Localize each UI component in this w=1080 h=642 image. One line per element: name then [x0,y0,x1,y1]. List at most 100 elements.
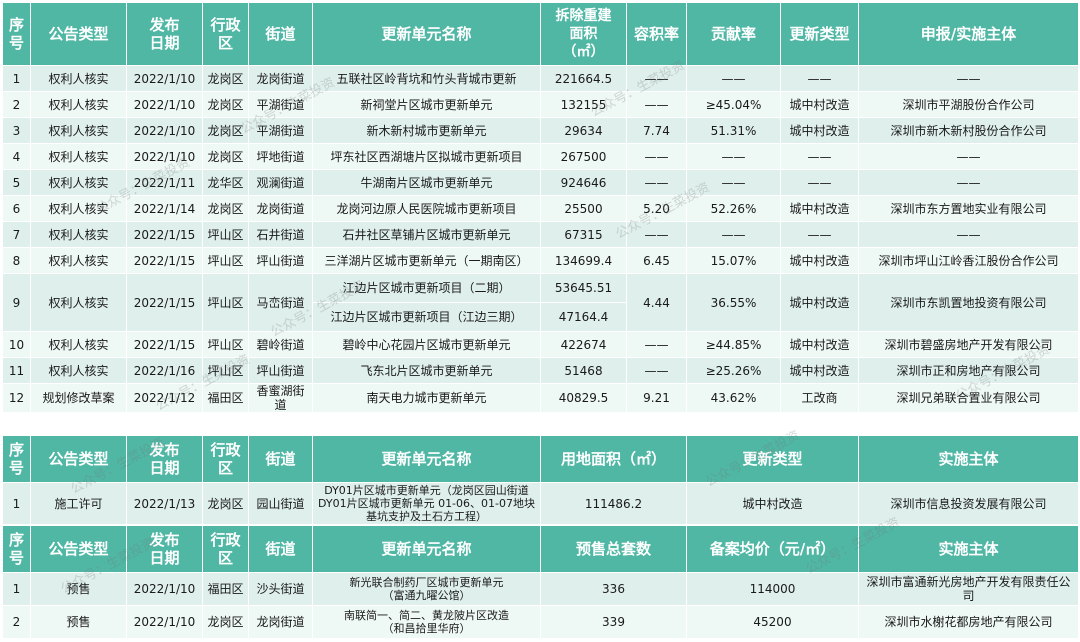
cell-entity: 深圳市碧盛房地产开发有限公司 [858,331,1079,358]
cell-update-type: 城中村改造 [780,247,859,274]
cell-no: 1 [2,572,31,606]
cell-name: 新光联合制药厂区城市更新单元 （富通九曜公馆） [312,572,541,606]
header-far: 容积率 [626,2,687,66]
cell-type: 权利人核实 [30,221,127,248]
cell-entity: 深圳市水榭花都房地产有限公司 [858,605,1079,639]
table-row: 1 权利人核实 2022/1/10 龙岗区 龙岗街道 五联社区岭背坑和竹头背城市… [2,65,1079,92]
cell-area: 924646 [540,169,627,196]
cell-area: 111486.2 [540,482,687,525]
cell-date: 2022/1/10 [126,117,203,144]
cell-far: —— [626,91,687,118]
table-row: 10 权利人核实 2022/1/15 坪山区 碧岭街道 碧岭中心花园片区城市更新… [2,331,1079,358]
cell-district: 龙岗区 [202,117,249,144]
cell-street: 马峦街道 [248,273,313,332]
cell-area: 422674 [540,331,627,358]
cell-area: 40829.5 [540,383,627,413]
cell-area: 267500 [540,143,627,170]
cell-far: 4.44 [626,273,687,332]
cell-type: 权利人核实 [30,143,127,170]
cell-district: 坪山区 [202,221,249,248]
cell-street: 观澜街道 [248,169,313,196]
cell-far: 7.74 [626,117,687,144]
cell-area: 53645.51 [540,273,627,303]
cell-update-type: 城中村改造 [780,357,859,384]
header-street: 街道 [248,525,313,573]
cell-type: 权利人核实 [30,331,127,358]
header-type: 公告类型 [30,525,127,573]
cell-entity: 深圳市东方置地实业有限公司 [858,195,1079,222]
cell-date: 2022/1/13 [126,482,203,525]
table-row: 7 权利人核实 2022/1/15 坪山区 石井街道 石井社区草铺片区城市更新单… [2,221,1079,248]
cell-street: 园山街道 [248,482,313,525]
cell-district: 龙华区 [202,169,249,196]
cell-area: 134699.4 [540,247,627,274]
cell-no: 2 [2,91,31,118]
header-date: 发布 日期 [126,435,203,483]
table-row: 6 权利人核实 2022/1/14 龙岗区 龙岗街道 龙岗河边原人民医院城市更新… [2,195,1079,222]
header-entity: 实施主体 [858,435,1079,483]
cell-contrib: —— [686,65,781,92]
cell-name: 五联社区岭背坑和竹头背城市更新 [312,65,541,92]
cell-street: 坪山街道 [248,247,313,274]
cell-street: 香蜜湖街道 [248,383,313,413]
cell-entity: 深圳市坪山江岭香江股份合作公司 [858,247,1079,274]
cell-name: DY01片区城市更新单元（龙岗区园山街道DY01片区城市更新单元 01-06、0… [312,482,541,525]
header-unit-name: 更新单元名称 [312,435,541,483]
cell-type: 预售 [30,572,127,606]
cell-type: 预售 [30,605,127,639]
cell-no: 11 [2,357,31,384]
cell-no: 10 [2,331,31,358]
cell-area: 67315 [540,221,627,248]
cell-contrib: 52.26% [686,195,781,222]
header-type: 公告类型 [30,435,127,483]
cell-entity: 深圳市新木新村股份合作公司 [858,117,1079,144]
cell-units: 336 [540,572,687,606]
header-district: 行政 区 [202,2,249,66]
cell-area: 47164.4 [540,302,627,332]
cell-district: 福田区 [202,572,249,606]
cell-price: 114000 [686,572,859,606]
table-renewal-verification: 序 号 公告类型 发布 日期 行政 区 街道 更新单元名称 拆除重建 面积 （㎡… [2,2,1079,413]
cell-street: 石井街道 [248,221,313,248]
cell-price: 45200 [686,605,859,639]
table-row: 1 施工许可 2022/1/13 龙岗区 园山街道 DY01片区城市更新单元（龙… [2,482,1079,525]
header-district: 行政 区 [202,435,249,483]
cell-date: 2022/1/15 [126,247,203,274]
table-row: 8 权利人核实 2022/1/15 坪山区 坪山街道 三洋湖片区城市更新单元（一… [2,247,1079,274]
cell-update-type: 工改商 [780,383,859,413]
cell-street: 平湖街道 [248,117,313,144]
cell-street: 龙岗街道 [248,195,313,222]
cell-far: —— [626,221,687,248]
cell-district: 龙岗区 [202,195,249,222]
cell-entity: —— [858,65,1079,92]
cell-type: 权利人核实 [30,195,127,222]
cell-name: 江边片区城市更新项目（江边三期） [312,302,541,332]
cell-type: 权利人核实 [30,91,127,118]
header-area: 拆除重建 面积 （㎡） [540,2,627,66]
cell-name: 牛湖南片区城市更新单元 [312,169,541,196]
cell-date: 2022/1/10 [126,65,203,92]
cell-contrib: ≥44.85% [686,331,781,358]
cell-update-type: —— [780,221,859,248]
cell-street: 坪地街道 [248,143,313,170]
header-price: 备案均价（元/㎡） [686,525,859,573]
cell-type: 权利人核实 [30,65,127,92]
cell-type: 权利人核实 [30,273,127,332]
cell-street: 坪山街道 [248,357,313,384]
header-date: 发布 日期 [126,525,203,573]
cell-district: 坪山区 [202,357,249,384]
cell-street: 龙岗街道 [248,605,313,639]
header-no: 序 号 [2,435,31,483]
cell-name: 坪东社区西湖塘片区拟城市更新项目 [312,143,541,170]
cell-name: 碧岭中心花园片区城市更新单元 [312,331,541,358]
cell-type: 权利人核实 [30,169,127,196]
cell-area: 29634 [540,117,627,144]
header-street: 街道 [248,2,313,66]
cell-contrib: 36.55% [686,273,781,332]
table-row: 9 权利人核实 2022/1/15 坪山区 马峦街道 江边片区城市更新项目（二期… [2,273,1079,332]
cell-district: 坪山区 [202,247,249,274]
cell-date: 2022/1/10 [126,572,203,606]
table-construction-permit: 序 号 公告类型 发布 日期 行政 区 街道 更新单元名称 用地面积（㎡） 更新… [2,435,1079,525]
cell-far: 5.20 [626,195,687,222]
cell-date: 2022/1/10 [126,91,203,118]
